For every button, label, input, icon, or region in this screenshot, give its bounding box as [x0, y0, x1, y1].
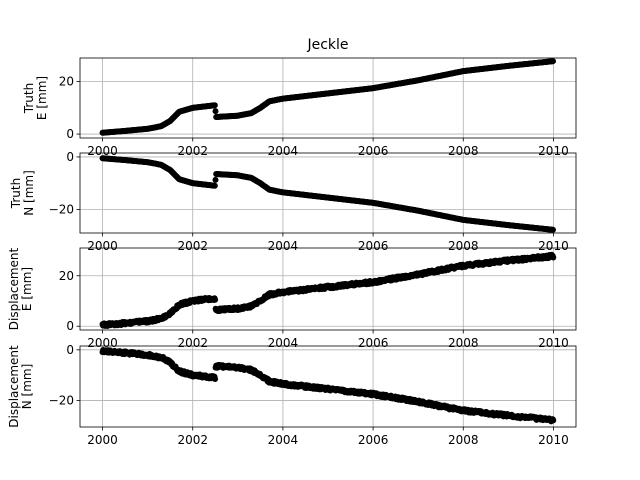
axes-frame — [79, 345, 577, 428]
y-axis-label-line: Displacement — [7, 345, 21, 428]
x-tick-label: 2010 — [538, 433, 569, 447]
x-tick-label: 2006 — [358, 433, 389, 447]
data-point — [211, 102, 218, 109]
y-axis-label-line: Truth — [9, 178, 23, 209]
axes-frame — [79, 152, 577, 234]
y-axis-label: DisplacementN [mm] — [7, 345, 34, 428]
data-point — [212, 176, 219, 183]
x-tick-label: 2002 — [177, 239, 208, 253]
x-tick-label: 2010 — [538, 239, 569, 253]
x-tick-label: 2000 — [87, 336, 118, 350]
data-point — [550, 254, 557, 261]
y-tick-label: 0 — [66, 343, 74, 357]
data-point — [212, 108, 219, 115]
x-tick-label: 2010 — [538, 336, 569, 350]
data-point — [550, 58, 556, 65]
x-tick-label: 2002 — [177, 336, 208, 350]
axes-frame — [79, 57, 577, 139]
x-tick-label: 2004 — [268, 336, 299, 350]
x-tick-label: 2006 — [358, 144, 389, 158]
subplot-3: 2000 2002 2004 2006 2008 2010 0 20 DisplacementE… — [7, 247, 577, 350]
subplot-4: 2000 2002 2004 2006 2008 2010 0 −20 Displacement… — [7, 343, 577, 447]
x-tick-label: 2000 — [87, 239, 118, 253]
x-tick-label: 2000 — [87, 144, 118, 158]
chart-title: Jeckle — [306, 37, 348, 53]
y-tick-label: 0 — [66, 127, 74, 141]
y-tick-label: −20 — [49, 202, 74, 216]
x-tick-label: 2004 — [268, 239, 299, 253]
y-tick-label: 0 — [66, 319, 74, 333]
y-axis-label-line: N [mm] — [20, 364, 34, 410]
x-tick-label: 2008 — [448, 144, 479, 158]
y-axis-label-line: N [mm] — [22, 170, 36, 216]
y-axis-label-line: E [mm] — [35, 76, 49, 120]
x-tick-label: 2002 — [177, 144, 208, 158]
y-tick-label: 20 — [59, 269, 74, 283]
x-tick-label: 2000 — [87, 433, 118, 447]
y-tick-label: 0 — [66, 150, 74, 164]
x-tick-label: 2006 — [358, 336, 389, 350]
data-point — [550, 417, 557, 424]
data-series — [99, 58, 556, 136]
data-series — [99, 346, 557, 425]
y-axis-label: TruthN [mm] — [9, 170, 36, 216]
data-point — [212, 376, 219, 383]
x-tick-label: 2008 — [448, 239, 479, 253]
subplot-1: 2000 2002 2004 2006 2008 2010 0 20 TruthE [mm] — [22, 57, 577, 158]
subplot-2: 2000 2002 2004 2006 2008 2010 0 −20 TruthN [mm] — [9, 150, 577, 253]
x-tick-label: 2008 — [448, 433, 479, 447]
x-tick-label: 2004 — [268, 144, 299, 158]
y-axis-label: DisplacementE [mm] — [7, 247, 34, 330]
y-tick-label: 20 — [59, 75, 74, 89]
data-point — [211, 182, 218, 189]
x-tick-label: 2002 — [177, 433, 208, 447]
data-point — [550, 226, 556, 233]
x-tick-label: 2004 — [268, 433, 299, 447]
axes-frame — [79, 247, 577, 331]
y-axis-label-line: Displacement — [7, 247, 21, 330]
x-tick-label: 2010 — [538, 144, 569, 158]
data-series — [99, 251, 557, 329]
data-series — [99, 155, 556, 233]
y-axis-label: TruthE [mm] — [22, 76, 49, 120]
y-axis-label-line: Truth — [22, 83, 36, 114]
y-axis-label-line: E [mm] — [20, 267, 34, 311]
data-point — [212, 296, 219, 303]
y-tick-label: −20 — [49, 393, 74, 407]
x-tick-label: 2008 — [448, 336, 479, 350]
x-tick-label: 2006 — [358, 239, 389, 253]
